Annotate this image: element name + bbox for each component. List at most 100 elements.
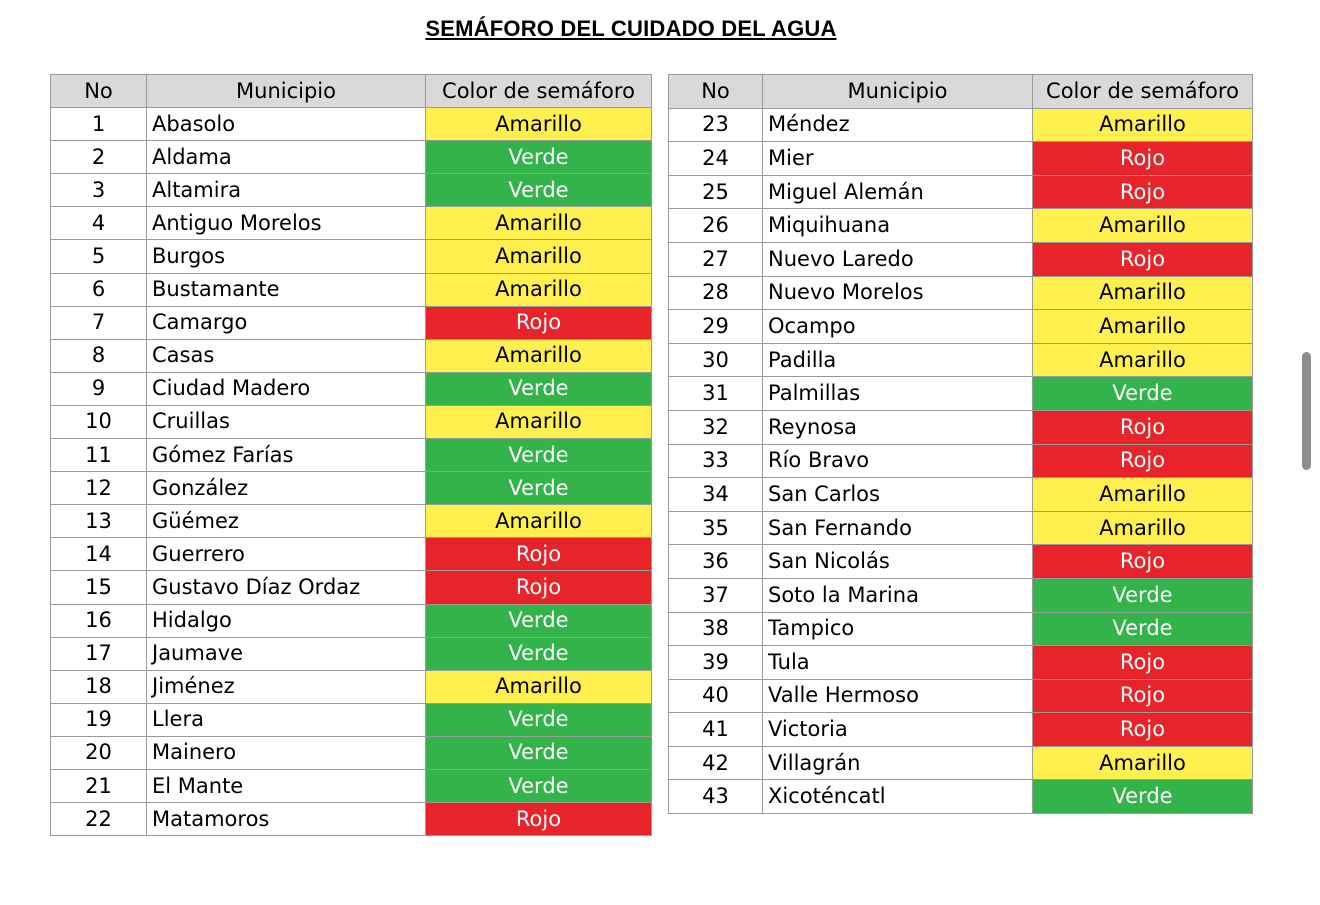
semaforo-color: Verde	[1032, 577, 1253, 613]
semaforo-color: Amarillo	[425, 504, 652, 539]
municipio-name: Soto la Marina	[762, 577, 1033, 613]
row-number: 19	[50, 702, 147, 737]
table-row: 10 Cruillas Amarillo	[50, 404, 652, 440]
header-municipio: Municipio	[762, 74, 1033, 109]
semaforo-color: Rojo	[1032, 678, 1253, 714]
semaforo-table-right: No Municipio Color de semáforo 23 Méndez A…	[668, 74, 1253, 815]
row-number: 15	[50, 570, 147, 605]
row-number: 20	[50, 735, 147, 770]
semaforo-color: Rojo	[1032, 409, 1253, 445]
semaforo-color: Verde	[425, 603, 652, 638]
table-row: 9 Ciudad Madero Verde	[50, 371, 652, 406]
semaforo-color: Verde	[425, 702, 652, 737]
table-row: 4 Antiguo Morelos Amarillo	[50, 206, 652, 241]
row-number: 16	[50, 603, 147, 638]
header-no: No	[50, 73, 147, 109]
row-number: 28	[668, 275, 763, 311]
municipio-name: Mier	[762, 141, 1033, 176]
semaforo-color: Verde	[425, 438, 652, 473]
municipio-name: San Carlos	[762, 477, 1033, 512]
header-color: Color de semáforo	[1032, 74, 1253, 109]
table-row: 29 Ocampo Amarillo	[668, 309, 1253, 344]
row-number: 26	[668, 208, 763, 243]
semaforo-color: Amarillo	[425, 272, 652, 307]
municipio-name: Abasolo	[146, 107, 426, 142]
row-number: 1	[50, 107, 147, 142]
semaforo-color: Rojo	[1032, 174, 1253, 210]
semaforo-table-left: No Municipio Color de semáforo 1 Abasolo A…	[50, 73, 652, 837]
semaforo-color: Rojo	[425, 570, 652, 605]
table-row: 35 San Fernando Amarillo	[668, 510, 1253, 546]
semaforo-color: Rojo	[1032, 141, 1253, 176]
semaforo-color: Amarillo	[1032, 208, 1253, 243]
municipio-name: Jiménez	[146, 669, 426, 704]
row-number: 8	[50, 338, 147, 373]
municipio-name: Palmillas	[762, 376, 1033, 411]
row-number: 39	[668, 645, 763, 680]
row-number: 30	[668, 342, 763, 378]
semaforo-color: Amarillo	[425, 338, 652, 373]
row-number: 4	[50, 206, 147, 241]
table-row: 39 Tula Rojo	[668, 645, 1253, 680]
row-number: 2	[50, 140, 147, 175]
municipio-name: Cruillas	[146, 404, 426, 440]
vertical-scrollbar[interactable]	[1302, 352, 1311, 470]
municipio-name: Victoria	[762, 712, 1033, 747]
row-number: 21	[50, 768, 147, 804]
row-number: 9	[50, 371, 147, 406]
table-row: 12 González Verde	[50, 471, 652, 506]
table-row: 24 Mier Rojo	[668, 141, 1253, 176]
table-row: 2 Aldama Verde	[50, 140, 652, 175]
table-row: 34 San Carlos Amarillo	[668, 477, 1253, 512]
row-number: 12	[50, 471, 147, 506]
row-number: 22	[50, 802, 147, 837]
municipio-name: Güémez	[146, 504, 426, 539]
municipio-name: Nuevo Laredo	[762, 241, 1033, 277]
table-row: 26 Miquihuana Amarillo	[668, 208, 1253, 243]
table-row: 22 Matamoros Rojo	[50, 802, 652, 837]
table-row: 36 San Nicolás Rojo	[668, 544, 1253, 579]
table-row: 7 Camargo Rojo	[50, 305, 652, 340]
municipio-name: Miguel Alemán	[762, 174, 1033, 210]
semaforo-color: Rojo	[1032, 443, 1253, 479]
row-number: 37	[668, 577, 763, 613]
row-number: 13	[50, 504, 147, 539]
municipio-name: Gómez Farías	[146, 438, 426, 473]
table-header-row: No Municipio Color de semáforo	[668, 74, 1253, 109]
row-number: 3	[50, 173, 147, 208]
municipio-name: Méndez	[762, 107, 1033, 143]
table-row: 16 Hidalgo Verde	[50, 603, 652, 638]
municipio-name: Burgos	[146, 239, 426, 274]
table-row: 1 Abasolo Amarillo	[50, 107, 652, 142]
row-number: 27	[668, 241, 763, 277]
semaforo-color: Rojo	[1032, 712, 1253, 747]
semaforo-color: Verde	[1032, 376, 1253, 411]
table-row: 25 Miguel Alemán Rojo	[668, 174, 1253, 210]
municipio-name: El Mante	[146, 768, 426, 804]
document-title: SEMÁFORO DEL CUIDADO DEL AGUA	[425, 16, 837, 41]
municipio-name: Camargo	[146, 305, 426, 340]
table-row: 40 Valle Hermoso Rojo	[668, 678, 1253, 714]
row-number: 33	[668, 443, 763, 479]
municipio-name: Miquihuana	[762, 208, 1033, 243]
municipio-name: Bustamante	[146, 272, 426, 307]
row-number: 23	[668, 107, 763, 143]
semaforo-color: Rojo	[425, 802, 652, 837]
municipio-name: Mainero	[146, 735, 426, 770]
semaforo-color: Rojo	[1032, 645, 1253, 680]
row-number: 41	[668, 712, 763, 747]
table-row: 28 Nuevo Morelos Amarillo	[668, 275, 1253, 311]
row-number: 29	[668, 309, 763, 344]
row-number: 34	[668, 477, 763, 512]
semaforo-color: Verde	[425, 735, 652, 770]
table-row: 13 Güémez Amarillo	[50, 504, 652, 539]
semaforo-color: Amarillo	[425, 239, 652, 274]
semaforo-color: Amarillo	[1032, 745, 1253, 781]
semaforo-color: Verde	[425, 371, 652, 406]
row-number: 25	[668, 174, 763, 210]
row-number: 36	[668, 544, 763, 579]
row-number: 24	[668, 141, 763, 176]
semaforo-color: Rojo	[1032, 241, 1253, 277]
semaforo-color: Verde	[1032, 779, 1253, 815]
semaforo-color: Rojo	[425, 537, 652, 572]
